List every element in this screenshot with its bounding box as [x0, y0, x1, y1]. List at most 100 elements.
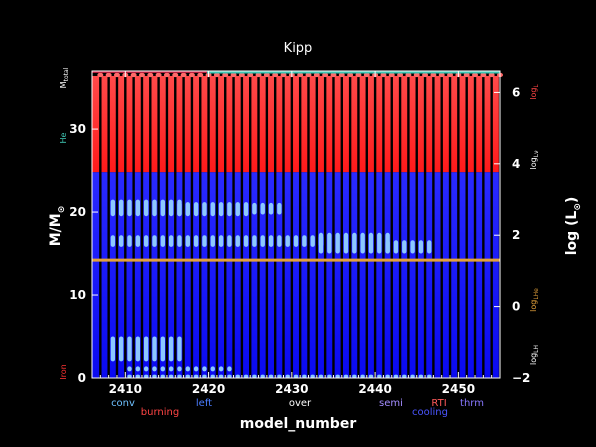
convection-clump — [302, 374, 307, 378]
convection-clump — [193, 202, 199, 217]
convection-clump — [393, 374, 399, 378]
convection-clump — [260, 235, 265, 247]
y-left-tick-label: 30 — [69, 122, 86, 136]
convection-clump — [135, 366, 141, 372]
convection-clump — [152, 374, 157, 378]
convection-clump — [243, 374, 249, 378]
convection-clump — [310, 374, 315, 378]
convection-clump — [235, 374, 240, 378]
model-separator — [490, 73, 493, 378]
side-label-left-main: He — [59, 132, 68, 143]
model-separator — [390, 73, 393, 378]
convection-clump — [243, 202, 249, 217]
convection-clump — [143, 199, 149, 217]
side-label-right-sub: LHe — [533, 288, 540, 300]
side-label-left-main: Iron — [59, 364, 68, 379]
model-cap — [238, 72, 245, 78]
convection-clump — [327, 374, 332, 378]
convection-clump — [177, 235, 182, 247]
convection-clump — [227, 374, 232, 378]
convection-clump — [160, 199, 166, 217]
model-separator — [465, 73, 468, 378]
convection-clump — [118, 199, 124, 217]
y-right-tick-label: −2 — [512, 371, 530, 385]
convection-clump — [402, 240, 407, 254]
model-separator — [199, 73, 202, 378]
convection-clump — [135, 235, 141, 247]
chart-title: Kipp — [284, 41, 313, 56]
model-cap — [138, 72, 145, 78]
convection-clump — [185, 374, 190, 378]
convection-clump — [227, 235, 232, 247]
convection-clump — [210, 235, 215, 247]
convection-clump — [218, 235, 224, 247]
convection-clump — [418, 240, 424, 254]
convection-clump — [285, 374, 290, 378]
model-cap — [347, 72, 354, 78]
convection-clump — [235, 202, 240, 217]
plot-frame — [91, 70, 501, 379]
convection-clump — [143, 336, 149, 362]
model-cap — [147, 72, 154, 78]
convection-clump — [277, 374, 282, 378]
model-cap — [472, 72, 479, 78]
convection-clump — [343, 374, 349, 378]
model-separator — [290, 73, 294, 378]
convection-clump — [360, 232, 365, 254]
convection-clump — [110, 336, 116, 362]
convection-clump — [368, 374, 374, 378]
convection-clump — [310, 235, 315, 247]
model-separator — [365, 73, 368, 378]
convection-clump — [368, 232, 374, 254]
model-separator — [232, 73, 235, 378]
convection-clump — [227, 202, 232, 217]
side-label-right-main: log — [529, 300, 538, 312]
convection-clump — [143, 235, 149, 247]
model-separator — [323, 73, 327, 378]
convection-clump — [152, 199, 157, 217]
model-cap — [363, 72, 370, 78]
model-cap — [172, 72, 179, 78]
convection-clump — [402, 374, 407, 378]
model-separator — [457, 73, 460, 378]
y-axis-right-tail: ) — [564, 197, 580, 203]
convection-clump — [218, 374, 224, 378]
convection-clump — [143, 374, 149, 378]
side-label-left-sub: total — [63, 67, 70, 81]
convection-clump — [277, 235, 282, 247]
convection-clump — [318, 232, 324, 254]
model-cap — [405, 72, 412, 78]
convection-clump — [343, 232, 349, 254]
convection-clump — [177, 202, 182, 217]
x-tick-label: 2450 — [442, 382, 475, 396]
convection-clump — [218, 366, 224, 372]
x-tick-label: 2410 — [109, 382, 142, 396]
convection-clump — [285, 235, 290, 247]
convection-clump — [277, 202, 282, 215]
model-cap — [272, 72, 279, 78]
convection-clump — [385, 374, 390, 378]
convection-clump — [393, 240, 399, 254]
convection-clump — [210, 374, 215, 378]
convection-clump — [260, 202, 265, 215]
convection-clump — [210, 366, 215, 372]
convection-clump — [352, 232, 357, 254]
convection-clump — [135, 199, 141, 217]
convection-clump — [202, 374, 207, 378]
model-separator — [282, 73, 285, 378]
model-separator — [440, 73, 443, 378]
convection-clump — [193, 235, 199, 247]
model-cap — [388, 72, 395, 78]
convection-clump — [168, 366, 174, 372]
model-separator — [165, 73, 169, 378]
model-separator — [182, 73, 185, 378]
convection-clump — [202, 202, 207, 217]
side-label-right-main: log — [529, 353, 538, 365]
convection-clump — [252, 235, 257, 247]
model-separator — [265, 73, 269, 378]
side-label-right-text: logLHe — [529, 288, 540, 312]
convection-clump — [227, 366, 232, 372]
model-separator — [273, 73, 277, 378]
model-separator — [240, 73, 244, 378]
model-cap — [463, 72, 470, 78]
